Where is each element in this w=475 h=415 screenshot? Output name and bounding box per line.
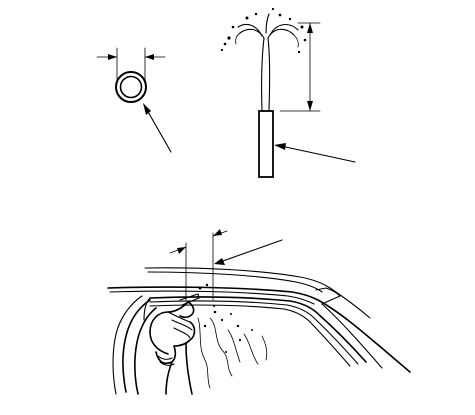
hose-nozzle	[179, 293, 200, 306]
hose-vertical	[258, 110, 274, 178]
door-frame-weatherstrip	[143, 296, 367, 367]
hose-section-panel	[96, 47, 172, 153]
hose-cross-section	[115, 71, 147, 103]
hose-section-leader-arrow	[143, 103, 172, 153]
hose-leader-arrow	[274, 143, 356, 163]
water-spray-top	[220, 7, 307, 111]
spray-width-dimension	[169, 229, 228, 301]
hand-holding-hose	[149, 301, 196, 366]
roof-outline	[107, 267, 411, 373]
pillar-joint	[315, 287, 383, 369]
hose-curve	[112, 295, 193, 395]
roof-spray-panel	[107, 229, 411, 395]
water-spray-splash	[197, 283, 268, 389]
water-column-panel	[220, 7, 356, 178]
gap-leader-arrow	[214, 239, 283, 265]
hose-diameter-dimension	[96, 47, 166, 81]
water-height-dimension	[279, 22, 321, 112]
